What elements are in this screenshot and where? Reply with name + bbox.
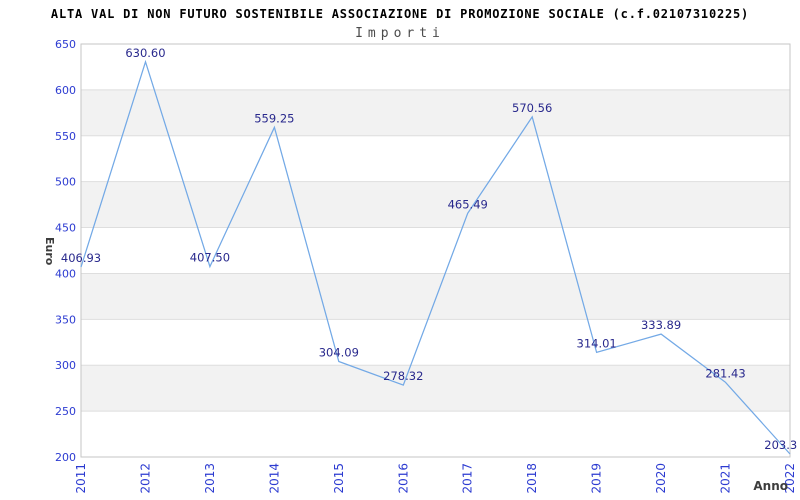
plot-band xyxy=(81,365,790,412)
y-axis-title: Euro xyxy=(43,237,56,266)
y-tick-label: 200 xyxy=(55,451,76,464)
x-axis-title: Anno xyxy=(753,479,788,493)
value-label: 407.50 xyxy=(190,251,230,265)
plot-band xyxy=(81,273,790,320)
y-tick-label: 550 xyxy=(55,130,76,143)
y-tick-label: 300 xyxy=(55,359,76,372)
value-label: 304.09 xyxy=(319,345,359,359)
x-tick-label: 2021 xyxy=(719,463,733,494)
x-tick-label: 2014 xyxy=(267,463,281,494)
x-tick-label: 2018 xyxy=(525,463,539,494)
value-label: 203.3 xyxy=(764,438,797,452)
y-tick-label: 500 xyxy=(55,176,76,189)
value-label: 278.32 xyxy=(383,369,423,383)
value-label: 333.89 xyxy=(641,318,681,332)
x-tick-label: 2017 xyxy=(461,463,475,494)
y-tick-label: 400 xyxy=(55,267,76,280)
y-tick-label: 250 xyxy=(55,405,76,418)
plot-band xyxy=(81,89,790,136)
value-label: 281.43 xyxy=(705,366,745,380)
y-tick-label: 650 xyxy=(55,38,76,51)
x-tick-label: 2022 xyxy=(783,463,797,494)
y-tick-label: 350 xyxy=(55,313,76,326)
x-tick-label: 2015 xyxy=(332,463,346,494)
x-tick-label: 2013 xyxy=(203,463,217,494)
chart-subtitle: Importi xyxy=(355,26,445,41)
x-tick-label: 2012 xyxy=(138,463,152,494)
x-tick-label: 2016 xyxy=(396,463,410,494)
value-label: 314.01 xyxy=(577,336,617,350)
value-label: 559.25 xyxy=(254,111,294,125)
value-label: 570.56 xyxy=(512,101,552,115)
x-tick-label: 2019 xyxy=(590,463,604,494)
value-label: 630.60 xyxy=(125,46,165,60)
value-label: 465.49 xyxy=(448,197,488,211)
x-tick-label: 2020 xyxy=(654,463,668,494)
y-tick-label: 450 xyxy=(55,222,76,235)
data-line xyxy=(80,59,791,455)
y-tick-label: 600 xyxy=(55,84,76,97)
value-label: 406.93 xyxy=(61,251,101,265)
plot-band xyxy=(81,181,790,228)
chart-title: ALTA VAL DI NON FUTURO SOSTENIBILE ASSOC… xyxy=(50,7,750,21)
x-tick-label: 2011 xyxy=(74,463,88,494)
plot-border xyxy=(80,43,791,458)
